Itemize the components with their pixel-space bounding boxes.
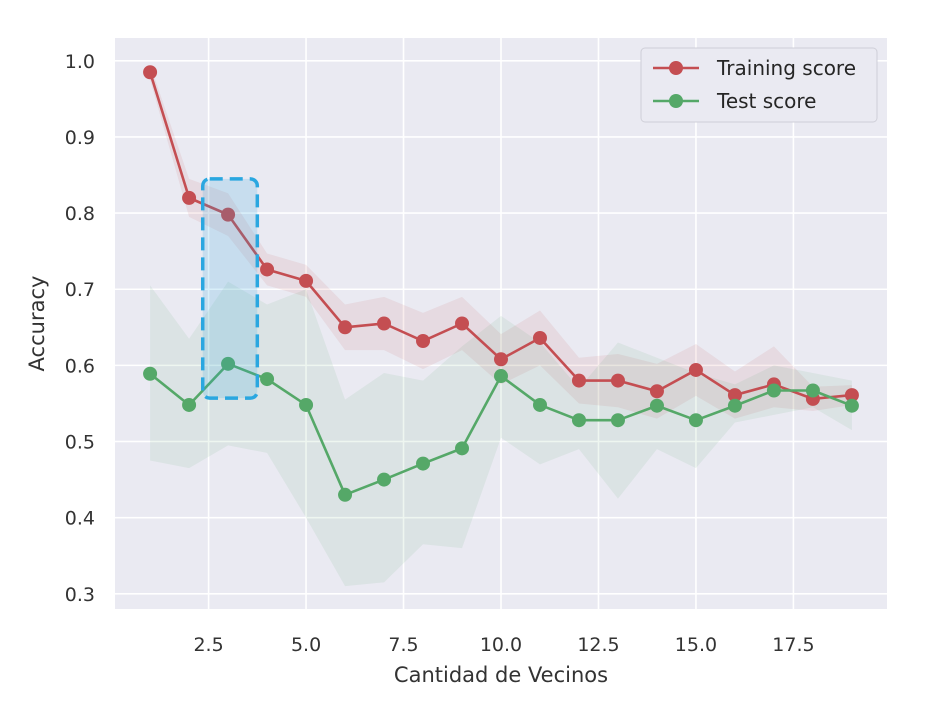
training-score-point (649, 384, 664, 399)
test-score-point (610, 413, 625, 428)
legend-box (640, 47, 878, 123)
training-score-point (455, 316, 470, 331)
test-score-point (494, 369, 508, 384)
training-score-legend-label: Training score (716, 56, 856, 80)
y-axis-label: Accuracy (25, 276, 49, 372)
y-tick-label: 0.4 (65, 508, 95, 530)
test-score-point (299, 397, 314, 412)
test-score-point (649, 398, 664, 413)
y-tick-label: 1.0 (65, 51, 95, 73)
x-tick-label: 12.5 (577, 634, 619, 656)
test-score-legend-marker (669, 94, 683, 108)
legend: Training score Test score (640, 47, 878, 123)
training-score-point (688, 362, 703, 377)
test-score-point (805, 383, 820, 398)
test-score-point (766, 383, 781, 398)
training-score-point (299, 273, 314, 288)
confidence-bands (150, 64, 852, 587)
training-score-point (494, 352, 508, 367)
test-score-point (416, 456, 431, 471)
y-tick-label: 0.8 (65, 203, 95, 225)
training-score-point (416, 334, 431, 349)
series-points (143, 65, 859, 502)
y-tick-labels: 0.3 0.4 0.5 0.6 0.7 0.8 0.9 1.0 (65, 51, 95, 606)
test-score-band (150, 281, 852, 587)
x-tick-label: 15.0 (675, 634, 717, 656)
x-tick-label: 2.5 (193, 634, 223, 656)
training-score-point (571, 373, 586, 388)
test-score-point (844, 398, 859, 413)
test-score-point (338, 487, 353, 502)
test-score-point (455, 441, 470, 456)
y-tick-label: 0.6 (65, 355, 95, 377)
y-tick-label: 0.5 (65, 432, 95, 454)
training-score-point (338, 320, 353, 335)
training-score-point (532, 330, 547, 345)
training-score-point (610, 373, 625, 388)
highlight-box (200, 177, 260, 400)
test-score-point (571, 413, 586, 428)
x-tick-label: 7.5 (388, 634, 418, 656)
y-tick-label: 0.9 (65, 127, 95, 149)
training-score-band (150, 64, 852, 419)
y-tick-label: 0.3 (65, 584, 95, 606)
training-score-point (221, 207, 236, 222)
training-score-point (377, 316, 392, 331)
highlight-rect (200, 177, 260, 400)
training-score-point (260, 262, 275, 277)
test-score-point (377, 472, 392, 487)
training-score-point (844, 388, 859, 403)
training-score-legend-marker (669, 61, 683, 75)
x-tick-label: 17.5 (772, 634, 814, 656)
test-score-point (143, 366, 158, 381)
test-score-point (532, 397, 547, 412)
training-score-point (143, 65, 158, 80)
y-tick-label: 0.7 (65, 279, 95, 301)
test-score-point (688, 413, 703, 428)
x-axis-label: Cantidad de Vecinos (394, 663, 608, 687)
test-score-legend-label: Test score (716, 89, 816, 113)
x-tick-label: 5.0 (291, 634, 321, 656)
x-tick-label: 10.0 (480, 634, 522, 656)
test-score-point (727, 398, 742, 413)
test-score-point (182, 397, 197, 412)
training-score-point (182, 190, 197, 205)
test-score-point (221, 356, 236, 371)
training-score-point (727, 388, 742, 403)
test-score-point (260, 372, 275, 387)
x-tick-labels: 2.5 5.0 7.5 10.0 12.5 15.0 17.5 (193, 634, 814, 656)
